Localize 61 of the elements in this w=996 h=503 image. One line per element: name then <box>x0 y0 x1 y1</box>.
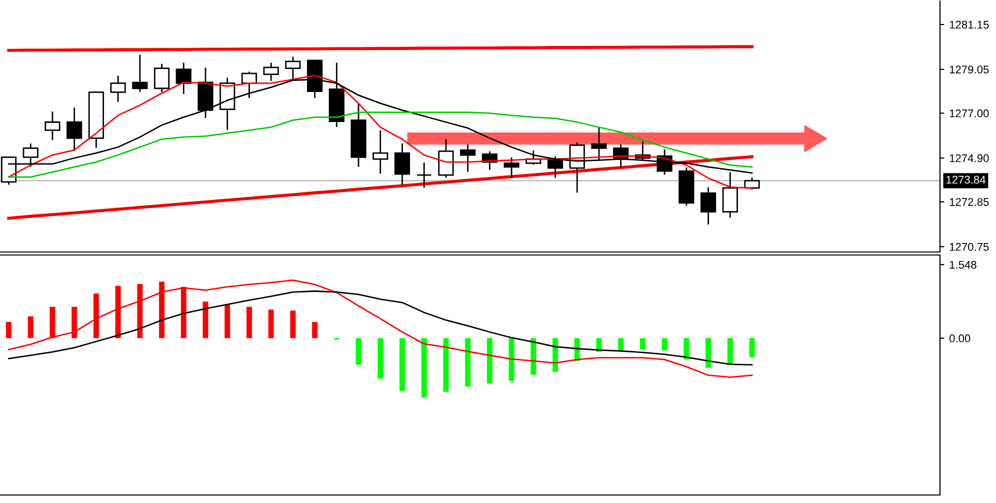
bar <box>137 284 143 338</box>
bar <box>6 322 12 338</box>
bar <box>28 316 34 338</box>
y-tick-label: 1270.75 <box>950 242 989 251</box>
y-tick-label: 1277.00 <box>950 109 989 118</box>
line-series <box>8 290 753 366</box>
bar <box>268 310 274 338</box>
bar <box>246 306 252 338</box>
bar <box>530 338 536 375</box>
bar <box>596 338 602 352</box>
candlestick <box>66 108 82 151</box>
y-tick-label: 1274.90 <box>950 154 989 162</box>
line-series <box>8 279 753 378</box>
bar <box>618 338 624 351</box>
bar <box>421 338 427 398</box>
bar <box>552 338 558 372</box>
candlestick <box>110 76 126 102</box>
candlestick <box>504 157 520 178</box>
y-tick-label: 1279.05 <box>950 66 989 74</box>
bar <box>312 322 318 338</box>
line-series <box>8 112 753 178</box>
candlestick <box>416 162 432 188</box>
bar <box>290 310 296 338</box>
bar <box>93 293 99 338</box>
candlestick <box>591 127 607 161</box>
bar <box>50 306 56 338</box>
bar <box>72 306 78 338</box>
candlestick <box>744 178 760 190</box>
y-tick-label: 0.00 <box>949 334 970 342</box>
ref-line-label: 1273.84 <box>946 176 986 184</box>
bar <box>378 338 384 379</box>
line-series <box>7 155 754 220</box>
bar <box>684 338 690 360</box>
candlestick <box>132 54 148 92</box>
bar <box>115 286 121 338</box>
candlestick <box>438 139 454 178</box>
candlestick <box>44 112 60 140</box>
candlestick <box>263 62 279 81</box>
bar <box>224 304 230 338</box>
y-tick-label: 1272.85 <box>950 198 989 206</box>
bar <box>486 338 492 384</box>
bar <box>727 338 733 364</box>
candlestick <box>22 143 38 167</box>
bar <box>443 338 449 392</box>
bar <box>465 338 471 387</box>
y-tick-label: 1281.15 <box>950 20 989 29</box>
bar <box>400 338 405 391</box>
candlestick <box>460 144 476 172</box>
bar <box>180 286 186 338</box>
candlestick <box>700 187 716 224</box>
bar <box>662 338 668 351</box>
candlestick <box>176 62 192 94</box>
y-tick-label: 1.548 <box>950 260 976 269</box>
bar <box>706 338 712 368</box>
bar <box>640 338 646 350</box>
bar <box>508 338 514 381</box>
candlestick <box>372 130 388 174</box>
bar <box>749 338 755 358</box>
candlestick <box>394 143 410 185</box>
bar <box>356 338 362 365</box>
candlestick <box>154 64 170 92</box>
